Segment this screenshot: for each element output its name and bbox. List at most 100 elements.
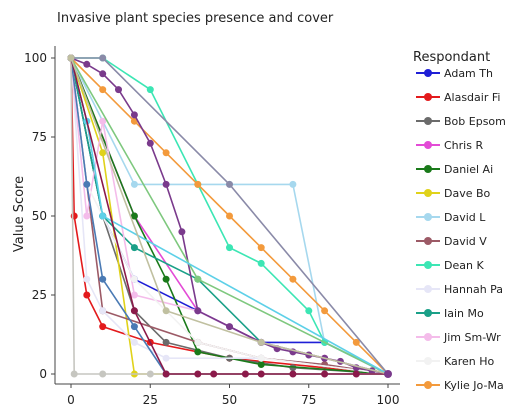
x-tick-label: 75: [301, 393, 316, 407]
data-point: [226, 180, 233, 188]
y-tick-label: 0: [39, 367, 47, 381]
data-point: [352, 338, 360, 346]
legend-item: Iain Mo: [416, 307, 484, 320]
data-point: [194, 370, 202, 378]
data-point: [257, 354, 265, 362]
legend-item: Chris R: [416, 139, 483, 152]
data-point: [99, 307, 107, 315]
legend-label: Bob Epsom: [444, 115, 506, 128]
legend-swatch-marker: [424, 381, 432, 389]
data-point: [83, 60, 91, 68]
legend-swatch-marker: [424, 165, 432, 173]
data-point: [146, 370, 154, 378]
legend-swatch-marker: [424, 93, 432, 101]
legend-swatch-marker: [424, 141, 432, 149]
legend-item: Jim Sm-Wr: [416, 331, 501, 344]
y-tick-label: 75: [32, 130, 47, 144]
series-line: [71, 57, 389, 375]
data-point: [99, 212, 107, 220]
series-layer: [67, 54, 392, 378]
data-point: [162, 307, 170, 315]
data-point: [99, 86, 107, 94]
data-point: [257, 244, 265, 252]
legend-swatch-marker: [424, 117, 432, 125]
data-point: [178, 228, 186, 236]
legend-item: Daniel Ai: [416, 163, 493, 176]
legend-item: Alasdair Fi: [416, 91, 500, 104]
data-point: [99, 149, 107, 157]
legend-swatch-marker: [424, 309, 432, 317]
legend-label: David L: [444, 211, 486, 224]
data-point: [352, 370, 360, 378]
data-point: [162, 338, 170, 346]
data-point: [289, 275, 297, 283]
data-point: [241, 370, 249, 378]
data-point: [194, 348, 202, 356]
legend-item: Dean K: [416, 259, 484, 272]
data-point: [194, 275, 202, 283]
data-point: [130, 338, 138, 346]
legend-label: Alasdair Fi: [444, 91, 500, 104]
series-group: [67, 54, 389, 375]
legend-item: Kylie Jo-Ma: [416, 379, 504, 392]
legend-swatch-marker: [424, 261, 432, 269]
data-point: [226, 323, 233, 331]
legend-item: Hannah Pa: [416, 283, 503, 296]
data-point: [257, 370, 265, 378]
data-point: [130, 212, 138, 220]
data-point: [162, 180, 170, 188]
legend-title: Respondant: [413, 50, 490, 65]
legend-label: Dave Bo: [444, 187, 491, 200]
legend-item: Karen Ho: [416, 355, 495, 368]
data-point: [70, 212, 78, 220]
data-point: [162, 275, 170, 283]
data-point: [99, 275, 107, 283]
legend-swatch-marker: [424, 69, 432, 77]
data-point: [83, 291, 91, 299]
data-point: [194, 180, 202, 188]
data-point: [194, 307, 202, 315]
legend: Adam Th Alasdair Fi Bob Epsom Chris R Daniel…: [416, 67, 506, 392]
legend-label: David V: [444, 235, 487, 248]
data-point: [289, 370, 297, 378]
legend-swatch-marker: [424, 213, 432, 221]
data-point: [226, 244, 233, 252]
data-point: [305, 307, 313, 315]
data-point: [83, 180, 91, 188]
x-tick-label: 100: [377, 393, 400, 407]
legend-label: Daniel Ai: [444, 163, 493, 176]
data-point: [130, 323, 138, 331]
data-point: [99, 70, 107, 78]
y-axis-title: Value Score: [12, 176, 27, 252]
legend-label: Jim Sm-Wr: [443, 331, 501, 344]
data-point: [70, 370, 78, 378]
data-point: [130, 291, 138, 299]
data-point: [162, 370, 170, 378]
data-point: [210, 370, 218, 378]
chart-title: Invasive plant species presence and cove…: [57, 11, 334, 26]
x-tick-label: 25: [143, 393, 158, 407]
legend-item: Adam Th: [416, 67, 493, 80]
data-point: [146, 139, 154, 147]
legend-label: Hannah Pa: [444, 283, 503, 296]
data-point: [99, 117, 107, 125]
data-point: [384, 370, 392, 378]
data-point: [289, 180, 297, 188]
x-tick-label: 0: [67, 393, 75, 407]
data-point: [83, 275, 91, 283]
legend-item: Bob Epsom: [416, 115, 506, 128]
data-point: [130, 244, 138, 252]
data-point: [130, 180, 138, 188]
data-point: [257, 338, 265, 346]
legend-item: David V: [416, 235, 487, 248]
data-point: [115, 86, 122, 94]
data-point: [130, 111, 138, 119]
data-point: [162, 149, 170, 157]
data-point: [67, 54, 75, 62]
legend-swatch-marker: [424, 285, 432, 293]
legend-item: David L: [416, 211, 486, 224]
data-point: [99, 323, 107, 331]
series-line: [70, 57, 389, 375]
legend-label: Iain Mo: [444, 307, 484, 320]
data-point: [321, 307, 329, 315]
